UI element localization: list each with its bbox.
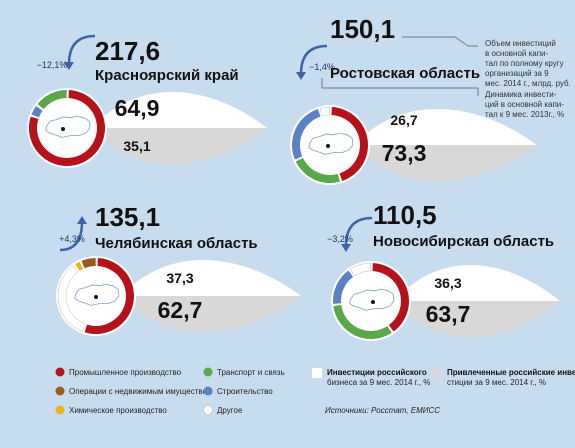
region-marker-icon xyxy=(371,300,375,304)
region-panel-4: −3,2% 110,5 Новосибирская область 36,3 63,7 xyxy=(327,200,560,341)
lens-bottom xyxy=(121,296,301,333)
change-percent: +4,3% xyxy=(59,234,85,244)
legend-label-transport: Транспорт и связь xyxy=(217,368,285,377)
trend-down-arrow-icon xyxy=(299,44,328,75)
russia-map-icon xyxy=(45,115,91,138)
donut-segment-industry xyxy=(84,258,134,334)
region-name: Новосибирская область xyxy=(373,233,554,250)
annotation-total-line: в основной капи- xyxy=(485,49,549,58)
legend-label-real_estate: Операции с недвижимым имуществом xyxy=(69,387,213,396)
legend-label-construction: Строительство xyxy=(217,387,273,396)
donut-segment-chemical xyxy=(75,261,83,271)
donut-segment-real_estate xyxy=(81,258,96,269)
annotation-change-line: тал к 9 мес. 2013г., % xyxy=(485,110,564,119)
russia-map-icon xyxy=(74,283,120,306)
trend-down-arrow-icon xyxy=(67,34,96,65)
donut-segment-industry xyxy=(372,263,410,332)
donut-segment-other xyxy=(57,265,86,332)
region-name: Ростовская область xyxy=(330,65,480,82)
annotation-total-line: Объем инвестиций xyxy=(485,39,556,48)
lens-top xyxy=(395,264,560,301)
legend-swatch-attracted xyxy=(432,368,442,378)
russia-map-icon xyxy=(349,288,395,311)
change-percent: −1,4% xyxy=(309,62,335,72)
lens-bottom xyxy=(395,301,560,338)
investment-total: 150,1 xyxy=(330,14,395,44)
own-share-value: 37,3 xyxy=(166,270,193,286)
legend-swatch-chemical xyxy=(55,405,65,415)
region-marker-icon xyxy=(326,144,330,148)
donut-segment-other xyxy=(319,106,330,117)
annotation-total-line: организаций за 9 xyxy=(485,69,549,78)
lens-bottom xyxy=(92,128,267,165)
trend-up-arrow-icon xyxy=(59,221,84,252)
legend-swatch-real_estate xyxy=(55,386,65,396)
source-note: Источники: Росстат, ЕМИСС xyxy=(325,406,440,415)
investment-total: 135,1 xyxy=(95,202,160,232)
arrow-head-icon xyxy=(341,244,351,252)
arrow-head-icon xyxy=(64,62,74,70)
arrow-head-icon xyxy=(296,72,306,80)
legend-swatch-other xyxy=(203,405,213,415)
lens-top xyxy=(121,259,301,296)
legend-label-attracted: стиции за 9 мес. 2014 г., % xyxy=(447,378,546,387)
region-marker-icon xyxy=(94,295,98,299)
legend-swatch-industry xyxy=(55,367,65,377)
legend-label-chemical: Химическое производство xyxy=(69,406,167,415)
annotation-total-line: мес. 2014 г., млрд. руб. xyxy=(485,79,571,88)
annotation-total-line: тал по полному кругу xyxy=(485,59,564,68)
investment-total: 217,6 xyxy=(95,36,160,66)
investment-total: 110,5 xyxy=(373,200,437,230)
donut-segment-industry xyxy=(331,107,369,182)
annotation-leader-change xyxy=(321,78,479,96)
lens-bottom xyxy=(354,145,537,182)
russia-map-icon xyxy=(308,132,354,155)
donut-segment-other xyxy=(349,262,371,277)
attracted-share-value: 73,3 xyxy=(382,140,427,166)
own-share-value: 26,7 xyxy=(390,112,417,128)
arrow-head-icon xyxy=(77,216,87,224)
donut-segment-construction xyxy=(292,108,321,160)
region-name: Красноярский край xyxy=(95,67,239,84)
lens-top xyxy=(354,108,537,145)
attracted-share-value: 63,7 xyxy=(426,301,471,327)
change-percent: −12,1% xyxy=(37,60,68,70)
annotation-change-line: Динамика инвести- xyxy=(485,90,557,99)
region-marker-icon xyxy=(61,127,65,131)
region-panel-2: −1,4% 150,1 Ростовская область 26,7 73,3 xyxy=(290,14,537,185)
legend-swatch-construction xyxy=(203,386,213,396)
donut-segment-construction xyxy=(31,105,43,118)
annotation-leader-total xyxy=(402,36,478,47)
legend-swatch-own xyxy=(312,368,322,378)
annotation-change-line: ций в основной капи- xyxy=(485,100,564,109)
legend-label-attracted: Привлеченные российские инве- xyxy=(447,368,575,377)
legend-label-own: бизнеса за 9 мес. 2014 г., % xyxy=(327,378,430,387)
region-panel-3: +4,3% 135,1 Челябинская область 37,3 62,7 xyxy=(56,202,301,336)
donut-segment-transport xyxy=(333,305,392,339)
legend-label-industry: Промышленное производство xyxy=(69,368,182,377)
attracted-share-value: 35,1 xyxy=(123,138,150,154)
donut-segment-transport xyxy=(295,158,340,183)
own-share-value: 36,3 xyxy=(434,275,461,291)
region-name: Челябинская область xyxy=(95,235,258,252)
trend-down-arrow-icon xyxy=(344,216,373,247)
donut-segment-construction xyxy=(333,270,354,304)
own-share-value: 64,9 xyxy=(115,95,160,121)
donut-segment-transport xyxy=(37,90,67,110)
change-percent: −3,2% xyxy=(327,234,353,244)
attracted-share-value: 62,7 xyxy=(158,297,203,323)
legend-label-other: Другое xyxy=(217,406,243,415)
lens-top xyxy=(92,91,267,128)
legend-swatch-transport xyxy=(203,367,213,377)
legend-label-own: Инвестиции российского xyxy=(327,368,427,377)
